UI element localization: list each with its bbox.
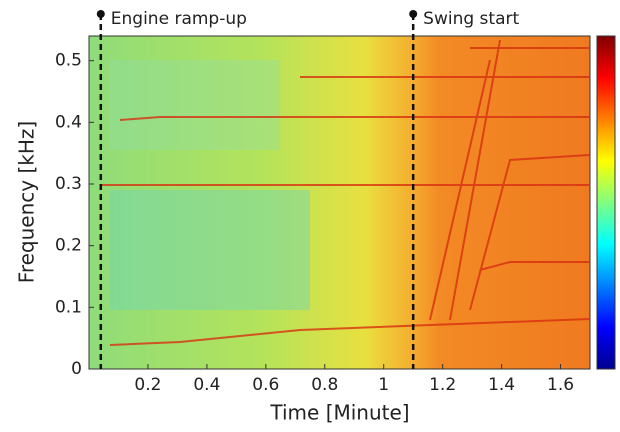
x-tick-label: 1: [378, 375, 389, 395]
y-tick-label: 0.2: [55, 236, 82, 256]
x-tick-label: 0.6: [252, 375, 279, 395]
y-tick-label: 0: [71, 359, 82, 379]
x-tick-label: 1.6: [547, 375, 574, 395]
spectrogram-image: [89, 36, 590, 369]
x-tick-label: 0.4: [193, 375, 220, 395]
y-tick-label: 0.5: [55, 51, 82, 71]
annotation-label: Swing start: [423, 9, 519, 29]
y-axis-label: Frequency [kHz]: [15, 121, 39, 283]
y-tick-label: 0.4: [55, 112, 82, 132]
annotation-marker: [409, 10, 418, 18]
annotation-label: Engine ramp-up: [111, 9, 247, 29]
y-tick-label: 0.3: [55, 174, 82, 194]
x-tick-label: 1.2: [429, 375, 456, 395]
x-tick-label: 0.8: [311, 375, 338, 395]
y-tick-label: 0.1: [55, 297, 82, 317]
x-axis-label: Time [Minute]: [269, 401, 409, 425]
colorbar: [596, 35, 616, 370]
plot-frame: [88, 35, 591, 370]
x-tick-label: 0.2: [134, 375, 161, 395]
annotation-marker: [96, 10, 105, 18]
x-tick-label: 1.4: [488, 375, 515, 395]
